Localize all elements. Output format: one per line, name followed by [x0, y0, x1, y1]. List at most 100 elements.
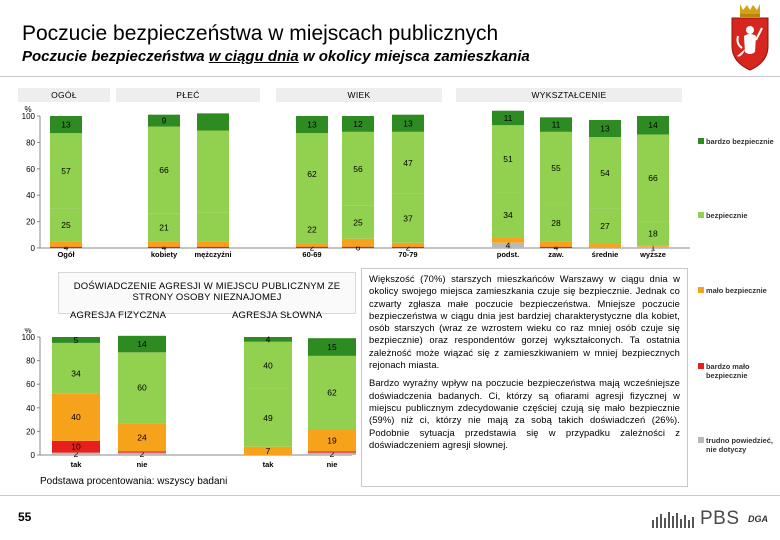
legend-swatch	[698, 437, 704, 443]
group-header-ogol: OGÓŁ	[18, 88, 110, 102]
x-tick-label: mężczyźni	[194, 250, 231, 259]
data-label: 2	[140, 449, 145, 459]
footnote: Podstawa procentowania: wszyscy badani	[40, 476, 228, 487]
y-axis-unit-label: %	[24, 105, 31, 114]
dga-logo-text: DGA	[748, 514, 768, 524]
data-label: 6	[356, 242, 361, 252]
data-label: 11	[552, 120, 561, 130]
bar-segment	[244, 341, 292, 389]
data-label: 4	[506, 240, 511, 250]
data-label: 62	[307, 169, 317, 179]
data-label: 13	[307, 120, 317, 130]
bar-segment	[392, 114, 424, 132]
x-tick-label: nie	[137, 460, 148, 469]
bar-segment	[392, 246, 424, 248]
data-label: 2	[74, 449, 79, 459]
group-header-agresja-slowna: AGRESJA SŁOWNA	[232, 310, 323, 321]
group-header-agresja-fizyczna: AGRESJA FIZYCZNA	[70, 310, 167, 321]
bar-segment	[589, 208, 621, 245]
bar-segment	[296, 244, 328, 247]
pbs-logo-text: PBS	[700, 508, 740, 529]
y-tick-label: 40	[26, 404, 35, 413]
bar-segment	[197, 241, 229, 247]
group-header-wyksztalcenie: WYKSZTAŁCENIE	[456, 88, 682, 102]
data-label: 10	[71, 442, 81, 452]
group-header-wiek: WIEK	[276, 88, 442, 102]
x-tick-label: zaw.	[548, 250, 564, 259]
bar-segment	[50, 116, 82, 134]
data-label: 5	[74, 335, 79, 345]
bar-segment	[308, 451, 356, 453]
data-label: 34	[71, 369, 81, 379]
legend-swatch	[698, 287, 704, 293]
x-tick-label: 70-79	[398, 250, 417, 259]
bar-segment	[52, 353, 100, 394]
y-tick-label: 60	[26, 380, 35, 389]
y-axis-unit-label: %	[24, 328, 31, 335]
data-label: 12	[353, 119, 363, 129]
chart-bottom: %02040608010021040345tak2246014nie749404…	[22, 328, 356, 469]
data-label: 7	[266, 446, 271, 456]
bar-segment	[637, 134, 669, 222]
data-label: 40	[263, 360, 273, 370]
bar-segment	[342, 246, 374, 248]
bar-segment	[52, 337, 100, 343]
bar-segment	[342, 238, 374, 247]
bar-segment	[244, 388, 292, 447]
data-label: 13	[600, 124, 610, 134]
bar-segment	[244, 337, 292, 342]
bar-segment	[342, 131, 374, 206]
bar-segment	[148, 213, 180, 242]
bar-segment	[637, 245, 669, 247]
bottom-chart-title: DOŚWIADCZENIE AGRESJI W MIEJSCU PUBLICZN…	[73, 281, 341, 303]
bar-segment	[589, 119, 621, 138]
bar-segment	[589, 137, 621, 209]
data-label: 13	[403, 118, 413, 128]
page-number: 55	[18, 510, 32, 524]
subtitle-before: Poczucie bezpieczeństwa	[22, 48, 209, 65]
data-label: 1	[651, 242, 656, 252]
x-tick-label: kobiety	[151, 250, 178, 259]
footer-divider	[0, 495, 780, 496]
legend-label: mało bezpiecznie	[706, 286, 767, 295]
data-label: 11	[504, 113, 513, 123]
bar-segment	[118, 352, 166, 424]
bar-segment	[492, 237, 524, 243]
y-tick-label: 20	[26, 427, 35, 436]
data-label: 62	[327, 387, 337, 397]
data-label: 54	[600, 168, 610, 178]
x-tick-label: podst.	[497, 250, 520, 259]
bar-segment	[492, 125, 524, 193]
x-tick-label: tak	[71, 460, 83, 469]
y-tick-label: 80	[26, 357, 35, 366]
data-label: 2	[310, 242, 315, 252]
bar-segment	[148, 126, 180, 214]
bar-segment	[392, 242, 424, 247]
commentary-panel: Większość (70%) starszych mieszkańców Wa…	[361, 268, 688, 487]
bar-segment	[296, 246, 328, 248]
data-label: 14	[137, 339, 147, 349]
bar-segment	[392, 131, 424, 194]
y-tick-label: 0	[31, 451, 36, 460]
bar-segment	[342, 116, 374, 132]
bar-segment	[244, 446, 292, 455]
data-label: 37	[403, 213, 413, 223]
commentary-paragraph-1: Większość (70%) starszych mieszkańców Wa…	[369, 273, 680, 371]
x-tick-label: Ogół	[57, 250, 75, 259]
bar-segment	[52, 342, 100, 354]
data-label: 28	[551, 218, 561, 228]
data-label: 4	[162, 242, 167, 252]
bar-segment	[197, 212, 229, 242]
bar-segment	[492, 110, 524, 126]
x-tick-label: średnie	[592, 250, 619, 259]
bar-segment	[296, 133, 328, 215]
pbs-logo-icon	[652, 512, 694, 528]
data-label: 34	[503, 210, 513, 220]
bar-segment	[52, 452, 100, 455]
bar-segment	[342, 205, 374, 239]
bar-segment	[308, 429, 356, 452]
bar-segment	[197, 246, 229, 248]
bar-segment	[540, 246, 572, 248]
bar-segment	[540, 131, 572, 205]
